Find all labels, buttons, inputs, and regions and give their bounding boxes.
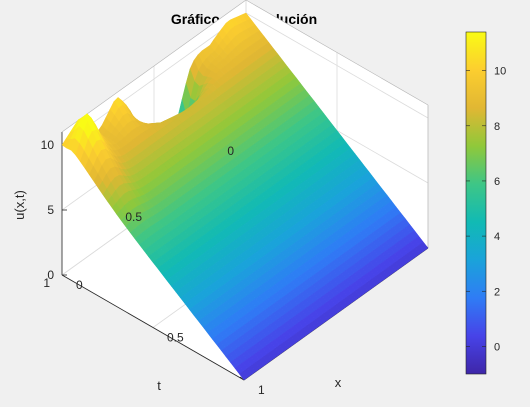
colorbar-tick-label: 0 [494,341,500,353]
axis-line-x [61,274,245,381]
z-tick-label: 0 [47,268,54,282]
grid-line-z-wall [245,12,429,119]
colorbar-tick-label: 4 [494,231,500,243]
colorbar-tick-label: 2 [494,286,500,298]
t-tick-label: 1 [43,276,50,290]
colorbar: 0 2 4 6 8 10 [465,31,506,375]
colorbar-tick-label: 6 [494,176,500,188]
y-axis-label: t [157,378,161,393]
t-tick-label: 0 [227,144,234,158]
colorbar-tick-label: 8 [494,121,500,133]
z-axis-label: u(x,t) [12,190,27,220]
surface-plot [61,12,429,381]
colorbar-tick-label: 10 [494,66,506,78]
box-edge [245,0,429,106]
box-edge [61,0,247,133]
x-tick-label: 0.5 [167,331,184,345]
t-tick-label: 0.5 [125,210,142,224]
x-tick-label: 0 [76,278,83,292]
z-tick-label: 5 [47,203,54,217]
colorbar-gradient [465,31,487,375]
x-axis-label: x [335,375,342,390]
surface-patch [239,370,249,381]
x-tick-label: 1 [258,383,265,397]
z-tick-label: 10 [41,138,55,152]
